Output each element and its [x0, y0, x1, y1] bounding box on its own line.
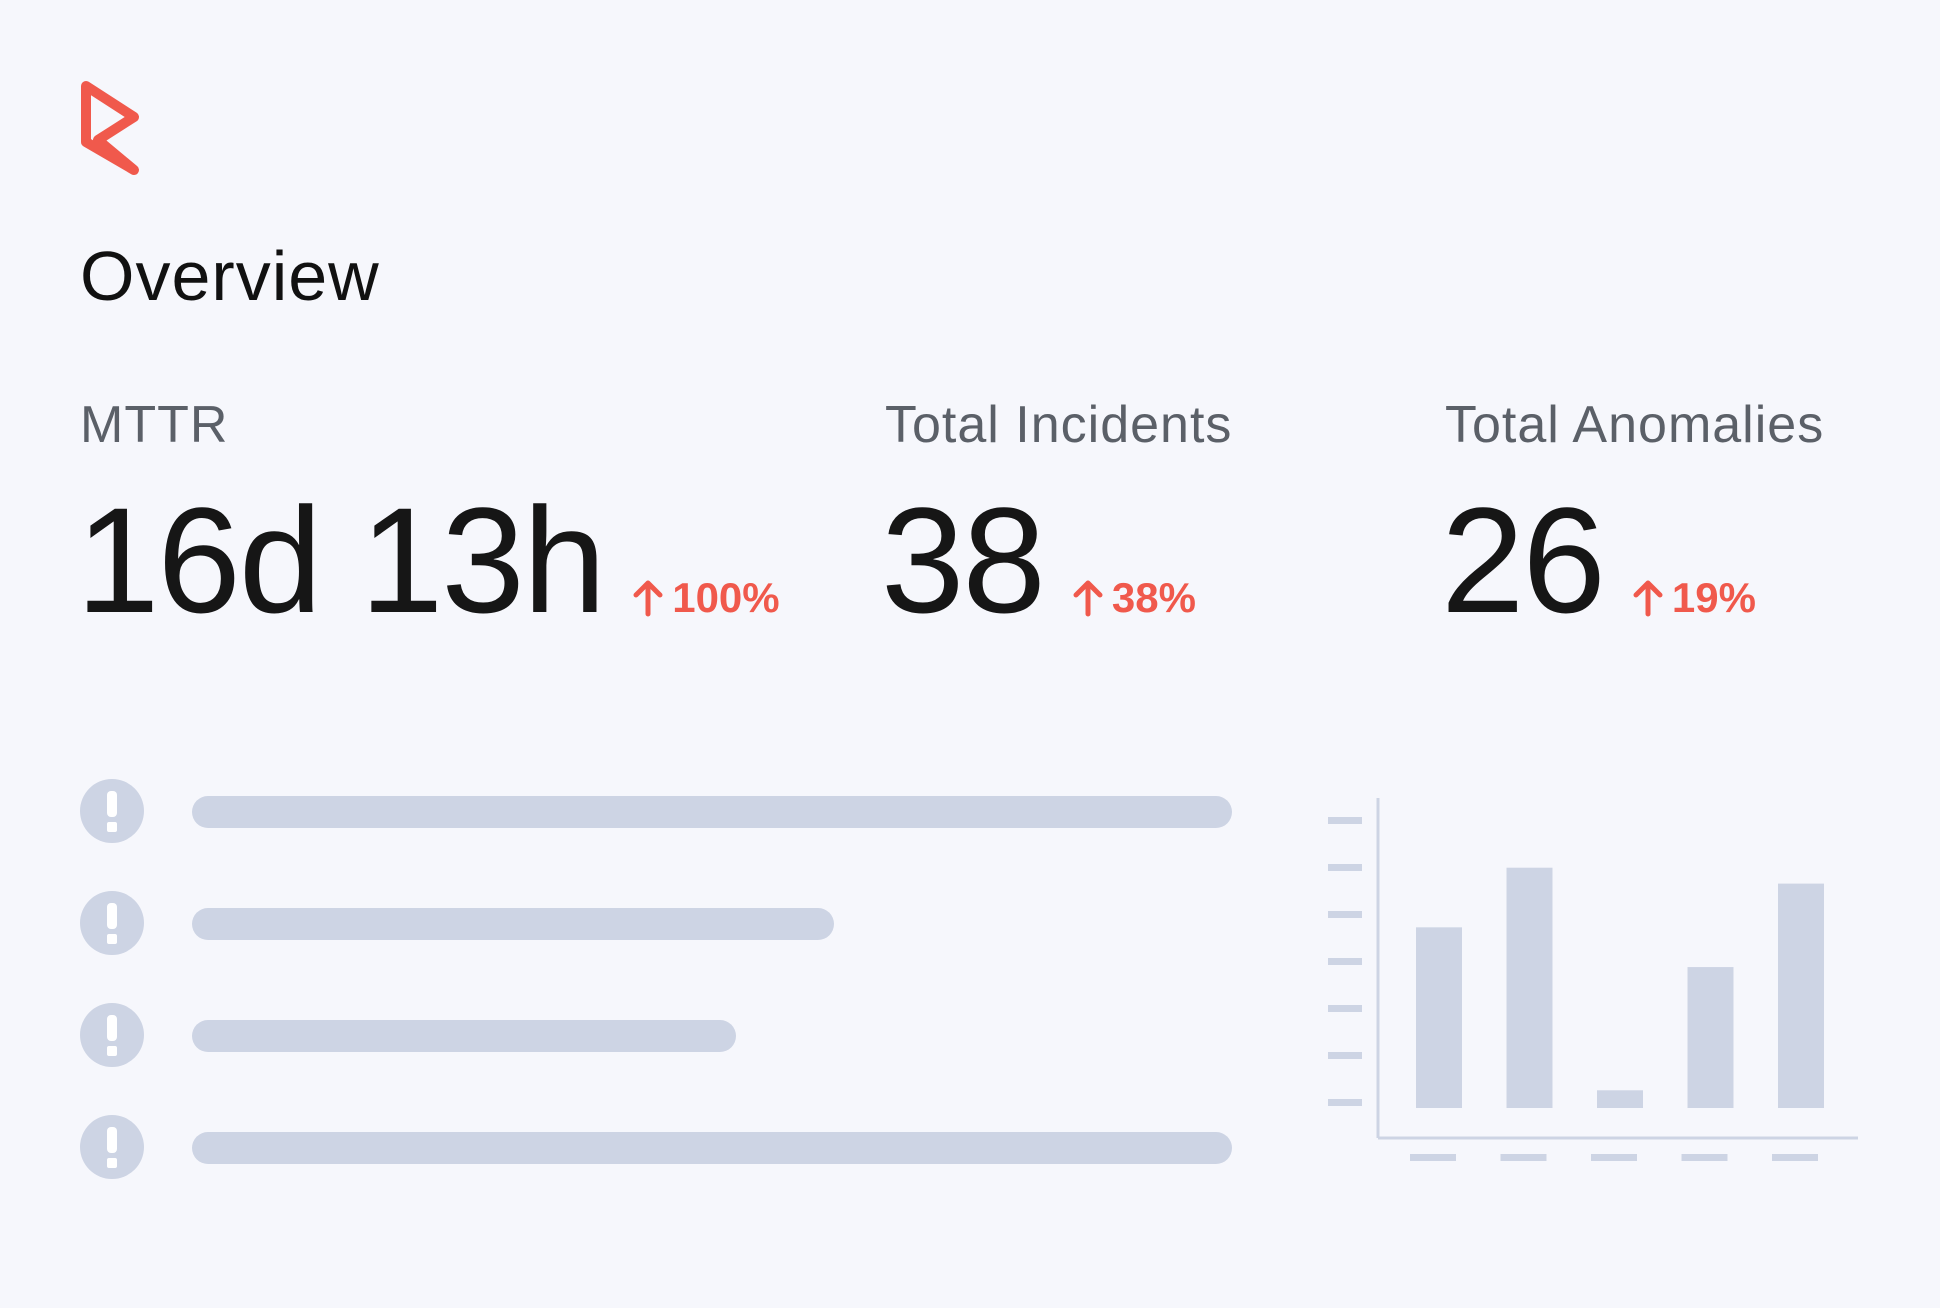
alert-text-placeholder	[192, 1132, 1232, 1164]
chart-y-tick	[1328, 864, 1362, 871]
metric-value-row: 38 38%	[881, 476, 1196, 644]
chart-bar	[1416, 927, 1462, 1108]
chart-y-tick	[1328, 817, 1362, 824]
brand-logo-icon	[81, 81, 139, 175]
alert-text-placeholder	[192, 908, 834, 940]
metric-label: Total Anomalies	[1445, 396, 1825, 454]
trend-value: 19%	[1671, 574, 1756, 621]
chart-x-tick	[1410, 1154, 1456, 1161]
alert-exclamation-icon	[80, 779, 144, 843]
alert-exclamation-icon	[80, 1003, 144, 1067]
mini-bar-chart	[1328, 798, 1858, 1161]
trend-badge: 100%	[630, 574, 780, 622]
alert-exclamation-icon	[80, 1115, 144, 1179]
chart-bar	[1687, 967, 1734, 1108]
metric-value-row: 26 19%	[1441, 476, 1756, 644]
chart-bar	[1597, 1090, 1643, 1108]
chart-x-tick	[1772, 1154, 1818, 1161]
trend-badge: 19%	[1630, 574, 1756, 622]
chart-y-tick	[1328, 1099, 1362, 1106]
chart-y-tick	[1328, 1005, 1362, 1012]
metric-label: Total Incidents	[885, 396, 1233, 454]
chart-bar	[1506, 867, 1553, 1108]
metric-value: 26	[1441, 476, 1606, 644]
metric-mttr: MTTR 16d 13h 100%	[76, 390, 780, 635]
metric-value-row: 16d 13h 100%	[76, 476, 780, 644]
metric-total-incidents: Total Incidents 38 38%	[881, 390, 1233, 635]
arrow-up-icon	[1633, 580, 1663, 617]
metric-label: MTTR	[80, 396, 229, 454]
chart-y-tick	[1328, 958, 1362, 965]
chart-x-tick	[1681, 1154, 1728, 1161]
alert-exclamation-icon	[80, 891, 144, 955]
chart-y-tick	[1328, 1052, 1362, 1059]
page-title: Overview	[80, 237, 380, 315]
chart-y-tick	[1328, 911, 1362, 918]
metric-value: 16d 13h	[76, 476, 606, 644]
alert-text-placeholder	[192, 796, 1232, 828]
chart-x-tick	[1500, 1154, 1547, 1161]
alert-text-placeholder	[192, 1020, 736, 1052]
arrow-up-icon	[633, 580, 663, 617]
metric-value: 38	[881, 476, 1046, 644]
chart-bar	[1778, 883, 1824, 1108]
arrow-up-icon	[1073, 580, 1103, 617]
trend-value: 38%	[1111, 574, 1196, 621]
chart-x-tick	[1591, 1154, 1637, 1161]
trend-badge: 38%	[1070, 574, 1196, 622]
metric-total-anomalies: Total Anomalies 26 19%	[1441, 390, 1825, 635]
trend-value: 100%	[672, 574, 780, 621]
